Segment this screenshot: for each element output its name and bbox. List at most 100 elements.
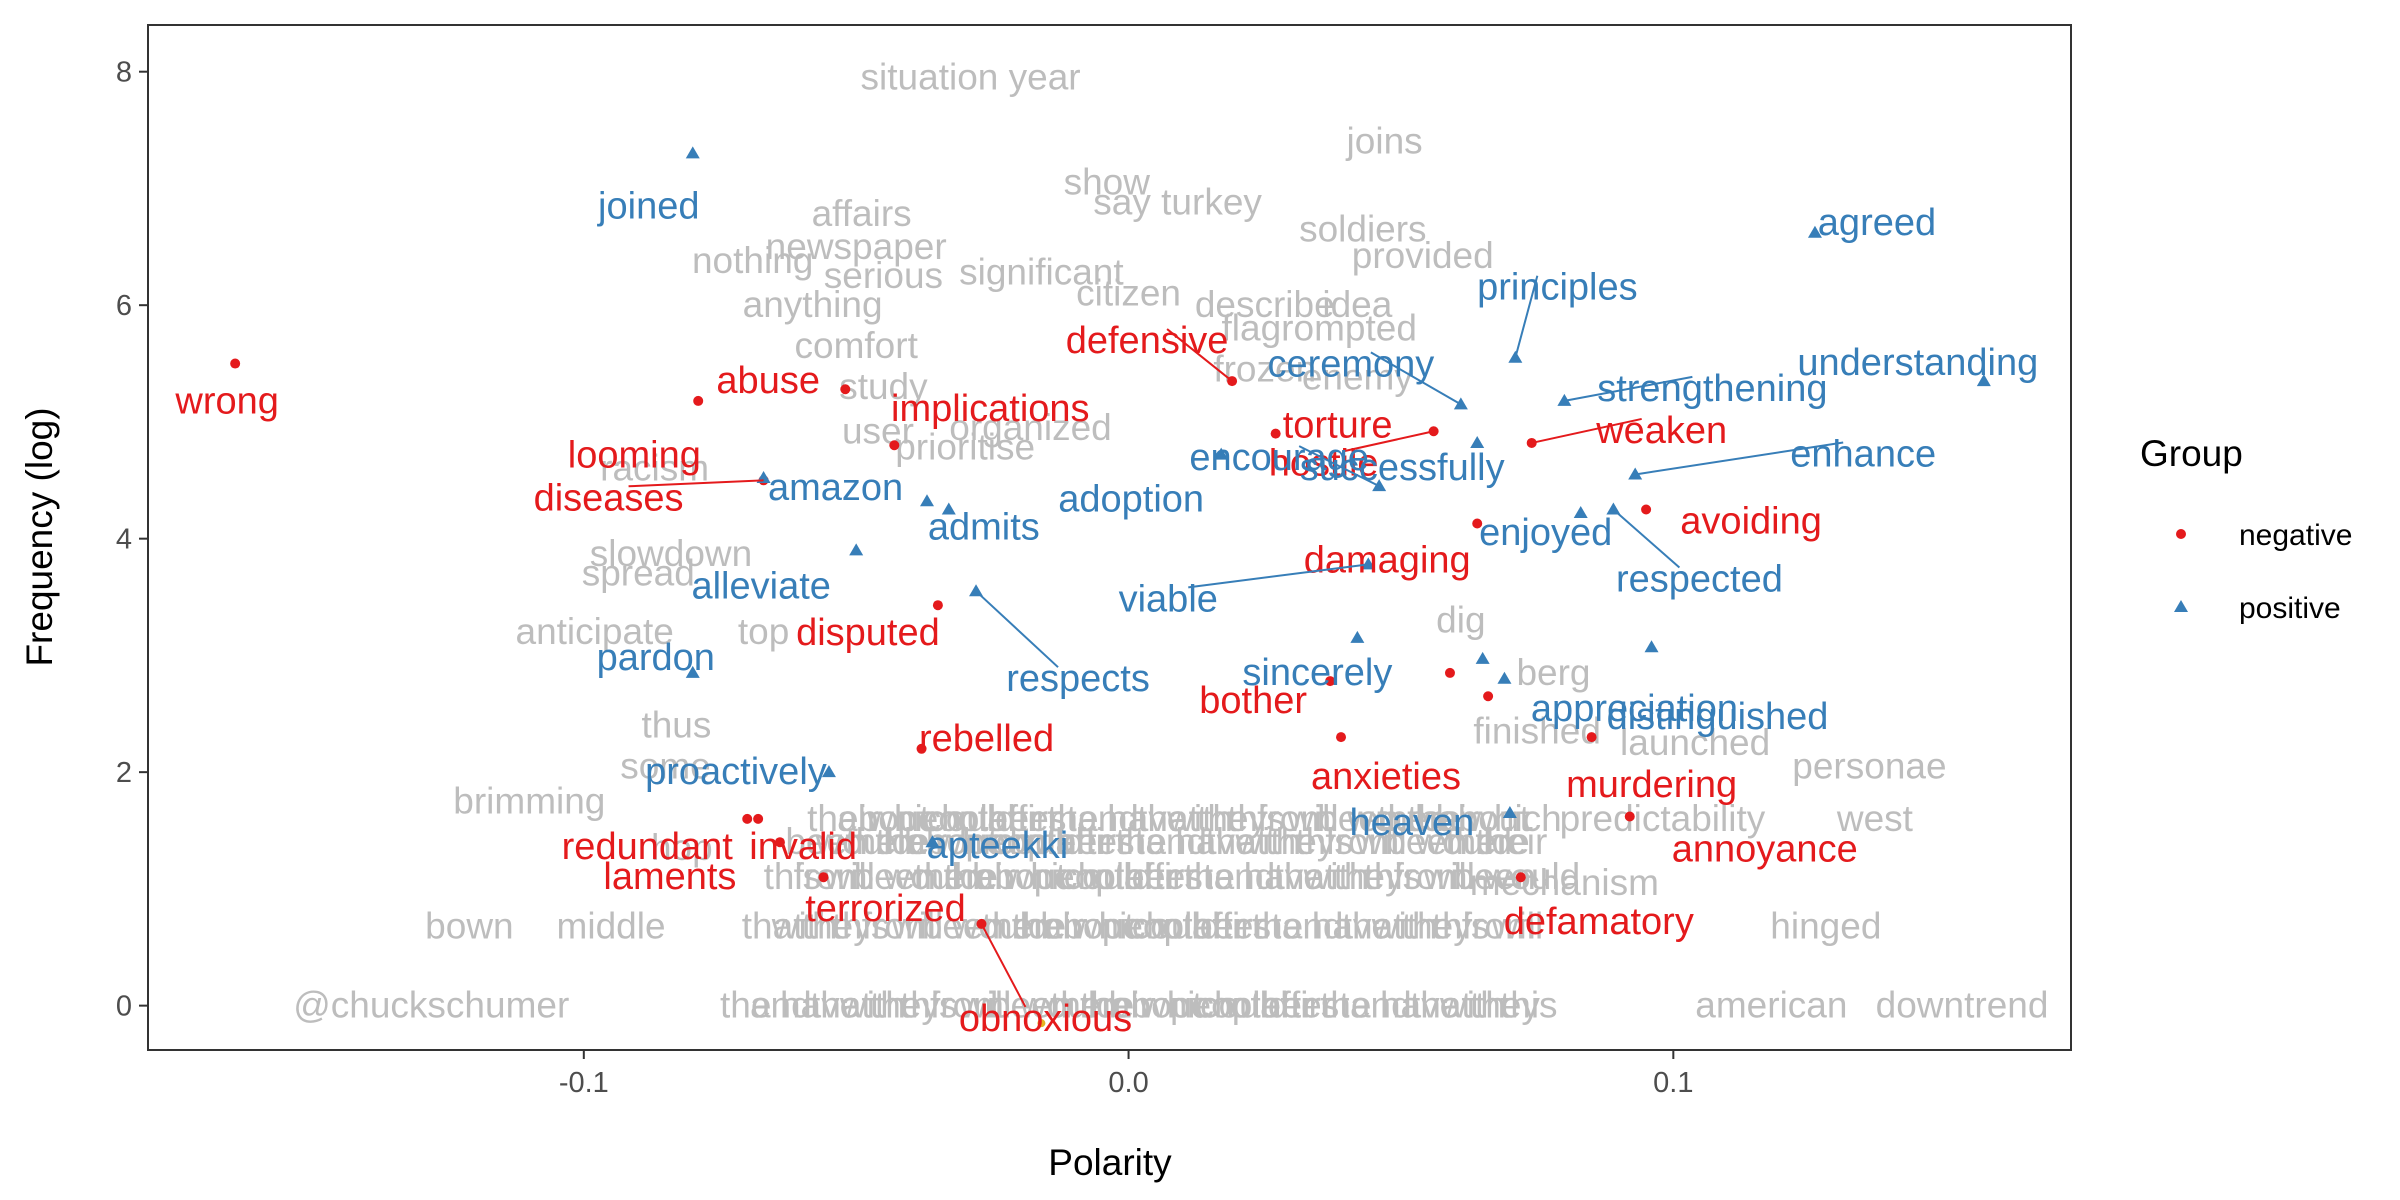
dense-filler-word: the xyxy=(1047,798,1098,839)
point-positive-successfully xyxy=(1470,435,1485,448)
background-word-personae: personae xyxy=(1792,745,1946,786)
background-word-some: some xyxy=(620,745,710,786)
dense-filler-word: the xyxy=(1184,856,1235,897)
dense-filler-word: will xyxy=(1491,905,1543,946)
point-negative-abuse xyxy=(693,395,704,406)
dense-filler-word: there xyxy=(914,856,998,897)
dense-filler-word: other xyxy=(1230,985,1314,1026)
dense-filler-word: been xyxy=(785,821,867,862)
dense-filler-word: have xyxy=(1244,856,1324,897)
point-negative-damaging xyxy=(1472,518,1483,529)
dense-filler-word: from xyxy=(1257,798,1331,839)
dense-filler-word: with xyxy=(1234,821,1301,862)
dense-filler-word: been xyxy=(990,985,1072,1026)
dense-filler-word: and xyxy=(1282,905,1344,946)
data-marks-layer xyxy=(230,146,1991,1028)
label-positive-distinguished: distinguished xyxy=(1607,696,1829,738)
dense-filler-word: which xyxy=(934,821,1030,862)
x-tick-label: 0.0 xyxy=(1108,1067,1148,1099)
label-leader-principles xyxy=(1514,275,1539,358)
label-positive-sincerely: sincerely xyxy=(1242,652,1392,694)
label-positive-proactively: proactively xyxy=(645,751,827,793)
background-word-launched: launched xyxy=(1620,722,1770,763)
dense-filler-word: people xyxy=(1102,905,1213,946)
background-word-soldiers: soldiers xyxy=(1299,208,1427,249)
dense-filler-word: the xyxy=(1252,905,1303,946)
dense-filler-word: would xyxy=(814,821,912,862)
label-leader-diseases xyxy=(628,479,764,488)
dense-filler-word: with xyxy=(771,905,838,946)
dense-filler-word: from xyxy=(862,905,936,946)
background-word-user: user xyxy=(842,410,914,451)
dense-filler-word: will xyxy=(823,856,875,897)
point-positive-appreciation xyxy=(1497,671,1512,684)
background-word-downtrend: downtrend xyxy=(1876,985,2049,1026)
background-word-flagrompted: flagrompted xyxy=(1222,308,1417,349)
background-word-significant: significant xyxy=(959,251,1124,292)
point-positive-viable xyxy=(1361,557,1376,570)
dense-filler-word: first xyxy=(1085,821,1145,862)
dense-filler-word: will xyxy=(891,905,943,946)
point-negative-rebelled xyxy=(916,743,927,754)
label-positive-respects: respects xyxy=(1006,658,1150,700)
label-leader-enhance xyxy=(1635,441,1844,476)
dense-filler-word: will xyxy=(1354,821,1406,862)
point-negative-terrorized xyxy=(818,872,829,883)
dense-filler-word: will xyxy=(1423,856,1475,897)
point-positive-proactively xyxy=(821,765,836,778)
plot-panel-border xyxy=(147,24,2072,1051)
dense-filler-word: would xyxy=(951,905,1049,946)
x-axis-title: Polarity xyxy=(1048,1142,1172,1183)
background-word-organized: organized xyxy=(949,407,1112,448)
point-positive-distinguished xyxy=(1644,640,1659,653)
dense-filler-word: which xyxy=(1466,798,1562,839)
point-positive-agreed xyxy=(1807,225,1822,238)
dense-filler-word: this xyxy=(1500,985,1558,1026)
dense-filler-word: have xyxy=(780,985,860,1026)
label-negative-defensive: defensive xyxy=(1066,320,1229,362)
dense-filler-word: there xyxy=(982,905,1066,946)
dense-filler-word: that xyxy=(1410,985,1472,1026)
dense-filler-word: that xyxy=(1274,856,1336,897)
dense-filler-word: after xyxy=(1260,985,1334,1026)
background-word-slowdown: slowdown xyxy=(590,533,752,574)
dense-filler-word: from xyxy=(794,856,868,897)
background-word-affairs: affairs xyxy=(812,193,912,234)
dense-filler-word: they xyxy=(1334,856,1404,897)
point-positive-sincerely xyxy=(1350,630,1365,643)
dense-filler-word: first xyxy=(1290,985,1350,1026)
background-word-say-turkey: say turkey xyxy=(1093,181,1262,222)
label-positive-enhance: enhance xyxy=(1790,433,1936,475)
legend: Group negative positive xyxy=(2140,433,2352,625)
dense-filler-word: their xyxy=(1080,985,1152,1026)
dense-filler-word: people xyxy=(1170,985,1281,1026)
label-negative-torture: torture xyxy=(1283,405,1393,447)
background-word-middle: middle xyxy=(557,905,666,946)
dense-filler-word: and xyxy=(1350,985,1412,1026)
dense-filler-word: been xyxy=(1317,798,1399,839)
dense-filler-word: their xyxy=(1407,798,1479,839)
point-positive-understanding xyxy=(1976,374,1991,387)
label-positive-successfully: successfully xyxy=(1300,447,1505,489)
dense-filler-word: that xyxy=(1137,798,1199,839)
dense-filler-word: other xyxy=(957,798,1041,839)
background-word-hinged: hinged xyxy=(1770,905,1881,946)
dense-filler-word: and xyxy=(1214,856,1276,897)
legend-title: Group xyxy=(2140,433,2243,474)
background-word-berg: berg xyxy=(1516,652,1590,693)
dense-filler-word: after xyxy=(987,798,1061,839)
background-word-prioritise: prioritise xyxy=(895,427,1035,468)
dense-filler-word: that xyxy=(1342,905,1404,946)
label-leader-hostile xyxy=(1343,430,1434,453)
dense-filler-word: from xyxy=(1325,821,1399,862)
dense-filler-word: from xyxy=(1394,856,1468,897)
label-negative-annoyance: annoyance xyxy=(1672,829,1858,871)
dense-filler-word: they xyxy=(1197,798,1267,839)
dense-filler-word: would xyxy=(1483,856,1581,897)
label-leader-respected xyxy=(1612,508,1681,569)
label-positive-enjoyed: enjoyed xyxy=(1479,512,1612,554)
y-tick-label: 8 xyxy=(116,57,132,89)
label-negative-laments: laments xyxy=(603,856,736,898)
dense-filler-word: and xyxy=(750,985,812,1026)
dense-filler-word: have xyxy=(1107,798,1187,839)
